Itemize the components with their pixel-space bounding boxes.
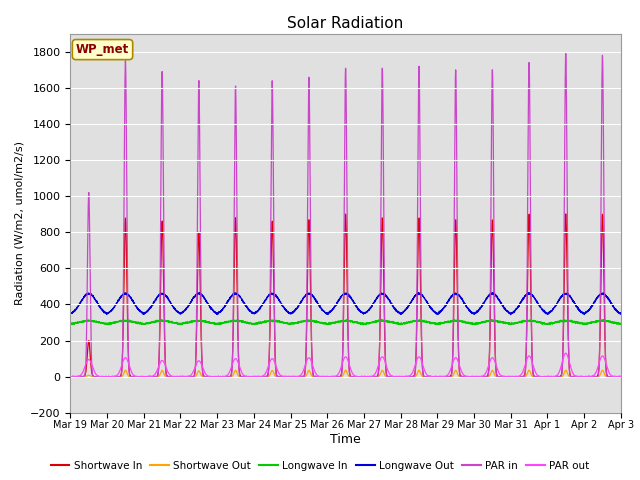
Text: WP_met: WP_met [76,43,129,56]
Y-axis label: Radiation (W/m2, umol/m2/s): Radiation (W/m2, umol/m2/s) [15,141,24,305]
Title: Solar Radiation: Solar Radiation [287,16,404,31]
X-axis label: Time: Time [330,433,361,446]
Legend: Shortwave In, Shortwave Out, Longwave In, Longwave Out, PAR in, PAR out: Shortwave In, Shortwave Out, Longwave In… [47,456,593,475]
